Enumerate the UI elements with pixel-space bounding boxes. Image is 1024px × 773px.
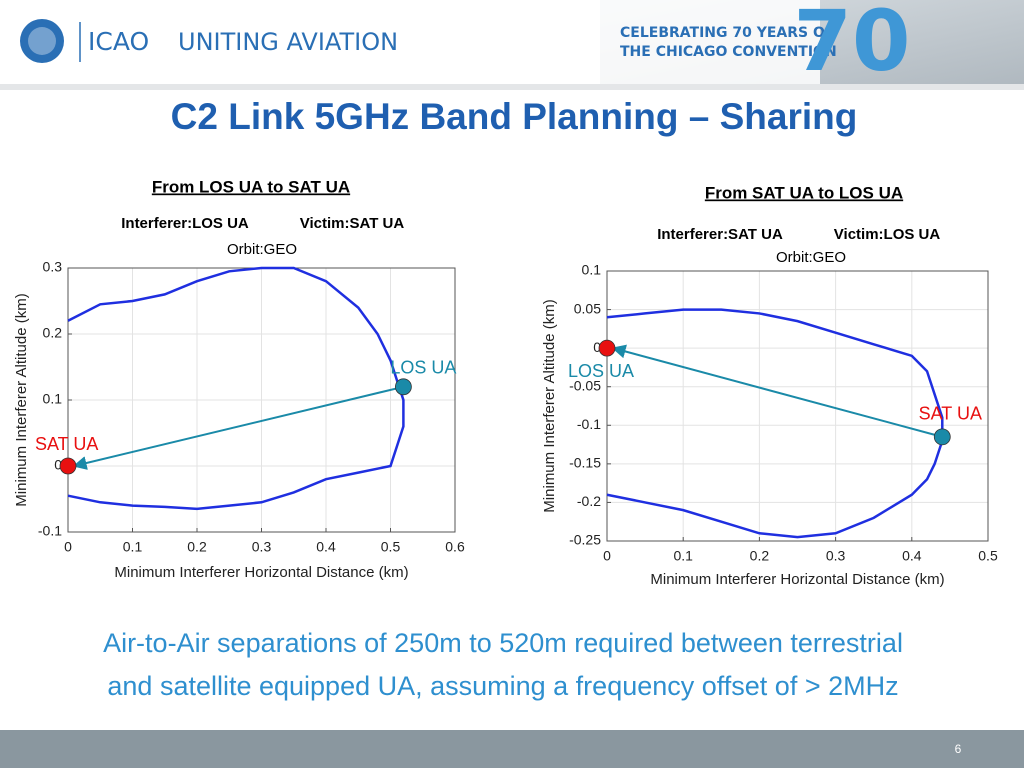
plot-area [607,271,988,541]
banner-number: 70 [794,0,911,90]
y-tick-label: 0.2 [43,325,63,341]
interference-arrow [72,385,404,470]
contour-line [67,266,405,511]
x-tick-label: 0.2 [750,548,770,564]
y-tick-label: -0.1 [38,523,62,539]
banner-fade [600,0,820,84]
y-tick-label: -0.2 [577,493,601,509]
ua-point [598,339,616,357]
ua-label: LOS UA [390,358,456,378]
page-number: 6 [955,742,962,756]
x-tick-label: 0.5 [381,539,401,555]
chart-title: From SAT UA to LOS UA [705,183,903,202]
body-text: and satellite equipped UA, assuming a fr… [107,671,898,701]
chart-subtitle: Orbit:GEO [227,241,297,258]
y-axis-label: Minimum Interferer Altitude (km) [541,299,558,512]
x-tick-label: 0.4 [902,548,922,564]
y-tick-label: 0 [54,457,62,473]
icao-emblem [20,19,64,63]
header-shadow [0,84,1024,90]
slogan: UNITING AVIATION [178,28,398,56]
chart-subtitle: Orbit:GEO [776,249,846,266]
y-tick-label: -0.25 [569,532,601,548]
x-tick-label: 0.3 [252,539,272,555]
x-tick-label: 0.2 [187,539,207,555]
org-name: ICAO [88,27,149,56]
slide-title: C2 Link 5GHz Band Planning – Sharing [171,96,858,137]
chart-subtitle: Victim:LOS UA [834,226,941,243]
y-tick-label: 0.3 [43,259,63,275]
x-tick-label: 0 [64,539,72,555]
y-tick-label: 0.1 [43,391,63,407]
banner-line: CELEBRATING 70 YEARS OF [620,25,834,41]
footer-bar [0,730,1024,768]
x-tick-label: 0 [603,548,611,564]
chart-subtitle: Victim:SAT UA [300,215,405,232]
x-tick-label: 0.3 [826,548,846,564]
plot-frame [606,270,989,542]
y-axis-label: Minimum Interferer Altitude (km) [13,293,30,506]
x-tick-label: 0.4 [316,539,336,555]
y-tick-label: -0.15 [569,455,601,471]
x-tick-label: 0.5 [978,548,998,564]
x-tick-label: 0.6 [445,539,465,555]
ua-label: LOS UA [568,361,634,381]
x-axis-label: Minimum Interferer Horizontal Distance (… [650,571,944,588]
x-axis-label: Minimum Interferer Horizontal Distance (… [114,564,408,581]
ua-point [933,428,951,446]
y-tick-label: -0.05 [569,377,601,393]
chart-title: From LOS UA to SAT UA [152,177,350,196]
chart-subtitle: Interferer:LOS UA [121,215,249,232]
y-tick-label: -0.1 [577,416,601,432]
banner-line: THE CHICAGO CONVENTION [620,44,837,60]
x-tick-label: 0.1 [123,539,143,555]
ua-label: SAT UA [919,404,982,424]
interference-arrow [611,344,943,438]
x-tick-label: 0.1 [673,548,693,564]
y-tick-label: 0.1 [582,262,602,278]
body-text: Air-to-Air separations of 250m to 520m r… [103,628,903,658]
ua-label: SAT UA [35,434,98,454]
y-tick-label: 0.05 [574,300,601,316]
ua-point [59,457,77,475]
ua-point [394,378,412,396]
icao-emblem-globe [28,27,56,55]
y-tick-label: 0 [593,339,601,355]
chart-subtitle: Interferer:SAT UA [657,226,783,243]
